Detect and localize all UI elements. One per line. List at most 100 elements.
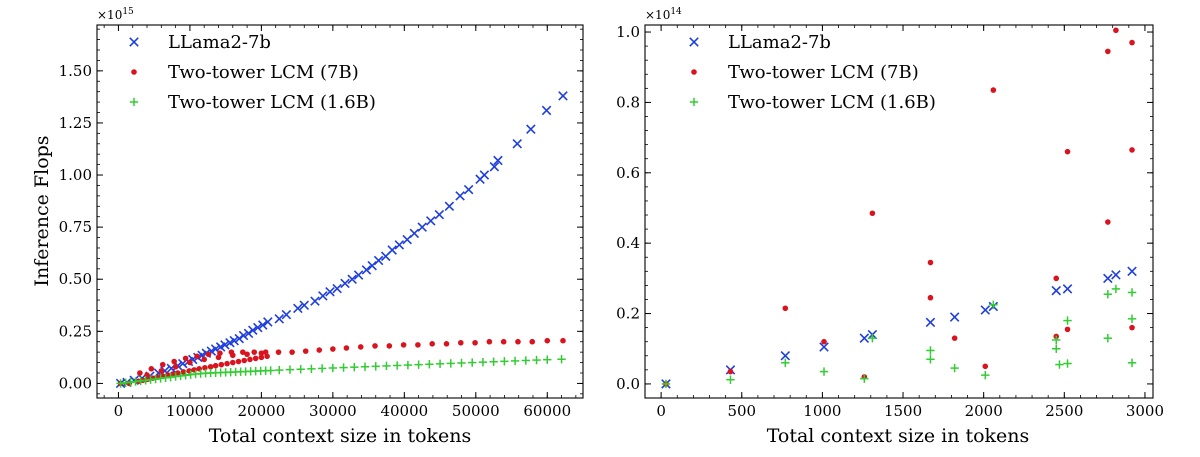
left-data-point <box>316 347 323 353</box>
left-data-point <box>252 355 259 362</box>
right-data-point <box>1129 39 1135 46</box>
left-data-point <box>343 345 350 351</box>
left-data-point <box>444 201 455 212</box>
right-data-point <box>1129 324 1135 331</box>
left-data-point <box>258 320 268 330</box>
left-legend-marker <box>129 97 139 107</box>
right-chart-panel: ×1014 0 500 1000 1500 2000 2500 30000.00.20.40… <box>616 7 1164 447</box>
right-data-point <box>1052 335 1061 345</box>
right-legend-label: Two-tower LCM (1.6B) <box>728 92 936 113</box>
left-data-point <box>510 356 520 366</box>
right-data-point <box>1105 48 1111 55</box>
right-y-tick-label: 0.4 <box>616 234 640 252</box>
left-data-point <box>415 342 421 348</box>
left-data-point <box>372 343 378 349</box>
right-data-point <box>989 300 998 309</box>
left-data-point <box>220 340 230 350</box>
right-data-point <box>981 370 990 380</box>
left-data-point <box>229 359 236 366</box>
right-data-point <box>982 363 989 370</box>
left-data-point <box>266 366 275 375</box>
right-data-point <box>1127 314 1137 324</box>
right-data-point <box>1051 285 1062 296</box>
right-data-point <box>1055 360 1064 369</box>
right-data-point <box>727 368 734 375</box>
left-x-tick-label: 30000 <box>309 402 357 420</box>
right-legend: LLama2-7b Two-tower LCM (7B) Two-tower LCM… <box>689 32 936 113</box>
right-series-2 <box>661 284 1137 389</box>
left-data-point <box>234 333 244 344</box>
right-data-point <box>1103 289 1113 299</box>
right-series-1 <box>663 27 1135 387</box>
right-y-tick-label: 0.6 <box>616 164 640 182</box>
left-data-point <box>434 209 445 220</box>
left-legend-label: Two-tower LCM (1.6B) <box>168 92 376 113</box>
right-data-point <box>926 346 935 355</box>
left-data-point <box>299 300 310 311</box>
left-x-tick-label: 60000 <box>523 402 571 420</box>
left-y-tick-label: 1.50 <box>59 62 92 80</box>
right-x-axis-label: Total context size in tokens <box>767 425 1030 447</box>
left-data-point <box>392 361 402 370</box>
right-data-point <box>1053 275 1060 282</box>
left-data-point <box>557 355 566 364</box>
left-data-point <box>158 368 165 374</box>
left-data-point <box>353 270 364 280</box>
left-data-point <box>235 358 242 365</box>
right-data-point <box>980 305 991 315</box>
right-data-point <box>1127 288 1137 297</box>
left-data-point <box>148 366 155 372</box>
left-data-point <box>500 357 509 366</box>
left-data-point <box>382 361 391 371</box>
left-data-point <box>302 348 309 354</box>
right-data-point <box>782 305 789 312</box>
left-x-tick-label: 20000 <box>238 402 286 420</box>
left-data-point <box>215 354 222 361</box>
right-data-point <box>869 210 876 217</box>
left-y-multiplier: ×1015 <box>97 7 134 22</box>
left-data-point <box>310 296 320 306</box>
left-data-point <box>251 349 258 355</box>
right-x-tick-label: 0 <box>656 402 666 420</box>
right-data-point <box>1127 266 1137 277</box>
left-legend-label: LLama2-7b <box>168 32 271 53</box>
left-data-point <box>253 322 263 333</box>
left-data-point <box>426 216 436 226</box>
left-chart-panel: ×1015 0 10000 20000 30000 40000 50000 60000 0.0… <box>31 7 584 447</box>
right-data-point <box>819 367 829 376</box>
left-data-point <box>394 240 405 250</box>
left-data-point <box>289 349 295 355</box>
left-x-tick-label: 40000 <box>380 402 428 420</box>
left-plot-frame <box>96 24 584 399</box>
right-y-tick-label: 0.0 <box>616 375 640 393</box>
right-plot-frame <box>644 24 1154 399</box>
left-y-tick-label: 0.50 <box>59 270 92 288</box>
right-data-point <box>661 379 671 389</box>
right-x-tick-label: 1500 <box>884 402 922 420</box>
left-data-point <box>296 365 305 374</box>
left-data-point <box>417 222 427 232</box>
left-series-2 <box>116 355 566 388</box>
right-data-point <box>1111 270 1121 280</box>
left-data-point <box>403 360 413 370</box>
left-data-point <box>262 349 269 355</box>
right-data-point <box>1111 284 1121 294</box>
left-data-point <box>493 155 503 166</box>
left-data-point <box>258 354 265 361</box>
right-data-point <box>726 375 735 384</box>
left-x-tick-label: 10000 <box>166 402 214 420</box>
right-data-point <box>927 294 934 301</box>
left-data-point <box>275 365 284 375</box>
left-data-point <box>357 344 364 350</box>
left-data-point <box>275 349 282 355</box>
left-data-point <box>248 325 258 336</box>
right-y-tick-label: 1.0 <box>616 23 640 41</box>
right-data-point <box>1062 284 1073 294</box>
left-data-point <box>409 228 420 239</box>
left-data-point <box>544 337 551 344</box>
right-y-multiplier: ×1014 <box>645 7 682 22</box>
right-ticks: 0 500 1000 1500 2000 2500 3000 0.0 0.2 0.4 0.6 0.8 1… <box>616 23 1164 420</box>
left-data-point <box>457 339 464 346</box>
right-data-point <box>1127 358 1137 368</box>
left-data-point <box>238 330 249 341</box>
